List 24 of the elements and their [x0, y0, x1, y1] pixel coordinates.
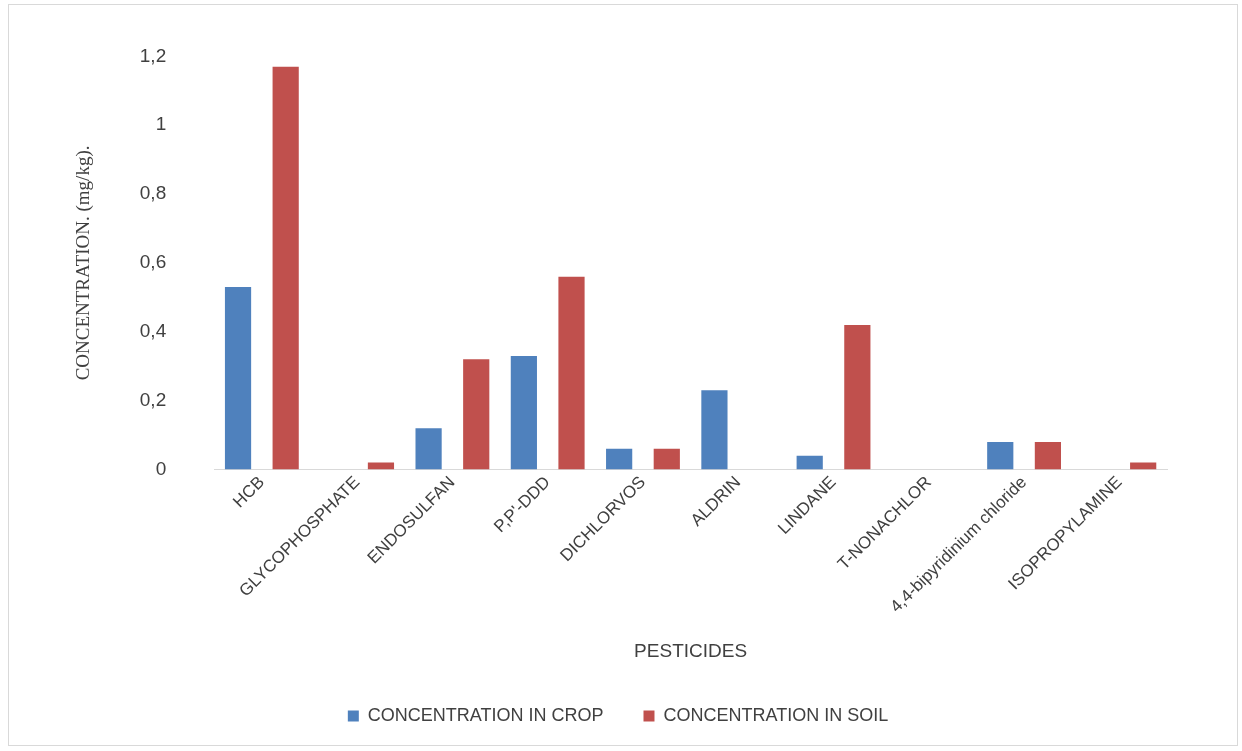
bar: [653, 448, 680, 470]
y-tick-label: 0,6: [139, 251, 167, 273]
legend-label: CONCENTRATION IN CROP: [367, 704, 604, 725]
y-tick-label: 0: [155, 457, 167, 479]
bar: [224, 287, 252, 470]
y-axis-title: CONCENTRATION. (mg/kg).: [72, 145, 95, 381]
x-axis-title: PESTICIDES: [634, 639, 748, 661]
bar: [987, 441, 1014, 470]
bar: [844, 324, 871, 470]
legend-label: CONCENTRATION IN SOIL: [663, 704, 889, 725]
y-tick-label: 0,4: [139, 320, 167, 342]
y-tick-label: 0,2: [139, 388, 167, 410]
y-tick-label: 0,8: [139, 182, 167, 204]
bar: [701, 390, 728, 470]
bar: [415, 428, 442, 470]
y-tick-label: 1,2: [139, 44, 167, 66]
bar: [463, 359, 490, 470]
bar: [272, 66, 299, 470]
bar: [558, 276, 585, 470]
bar: [1034, 441, 1061, 470]
bar: [796, 455, 823, 470]
y-tick-label: 1: [155, 113, 167, 135]
bar: [510, 355, 537, 470]
bar: [606, 448, 633, 470]
